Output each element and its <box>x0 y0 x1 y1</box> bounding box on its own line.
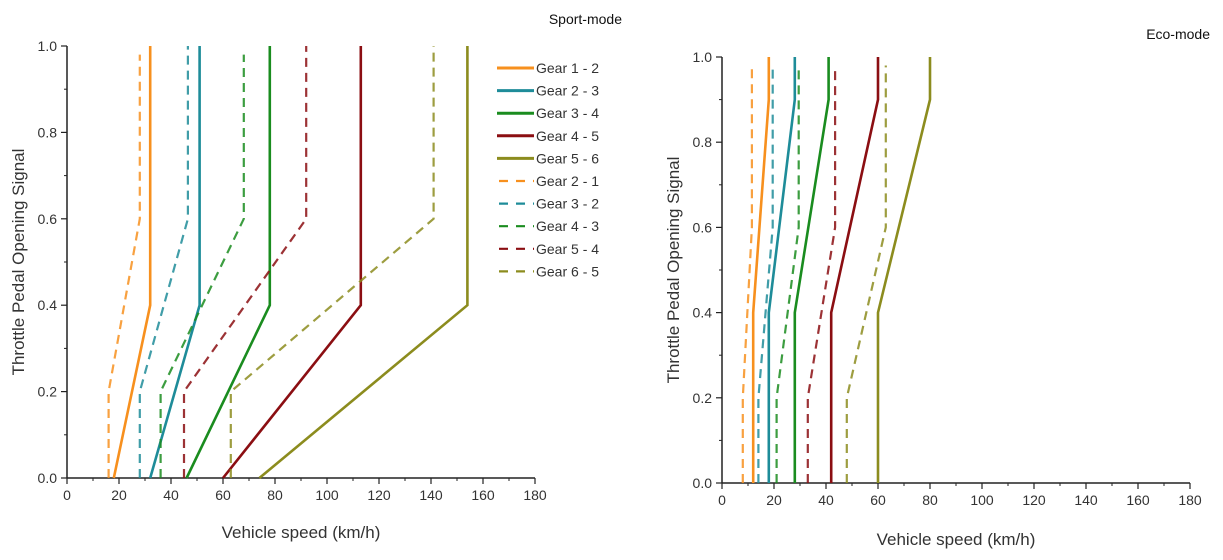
legend-label: Gear 6 - 5 <box>536 263 599 279</box>
chart-title: Eco-mode <box>1146 26 1210 42</box>
eco-mode-chart: Eco-mode 0 20 40 60 80 100 120 140 160 1800.00.20… <box>664 26 1210 549</box>
y-tick-label: 0.8 <box>38 124 58 140</box>
y-tick-label: 1.0 <box>38 38 58 54</box>
series-line-gear3-to-2 <box>757 65 774 483</box>
y-axis-label: Throttle Pedal Opening Signal <box>9 149 28 376</box>
series-line-gear3-to-2 <box>138 46 189 478</box>
x-tick-label: 140 <box>419 487 443 503</box>
x-tick-label: 0 <box>63 487 71 503</box>
sport-mode-chart: Sport-mode 0 20 40 60 80 100 120 140 160 180 0.0 0.… <box>9 11 622 542</box>
x-tick-label: 120 <box>1022 492 1046 508</box>
x-tick-label: 40 <box>163 487 179 503</box>
series-line-gear4-to-5 <box>221 46 363 479</box>
x-tick-label: 180 <box>1178 492 1202 508</box>
x-axis-label: Vehicle speed (km/h) <box>877 530 1036 549</box>
legend-label: Gear 4 - 5 <box>536 128 599 144</box>
x-tick-label: 80 <box>267 487 283 503</box>
x-tick-label: 180 <box>523 487 547 503</box>
y-tick-label: 0.6 <box>38 211 58 227</box>
legend-label: Gear 2 - 3 <box>536 83 599 99</box>
y-axis-label: Throttle Pedal Opening Signal <box>664 157 683 384</box>
y-tick-label: 0.2 <box>693 390 713 406</box>
x-tick-label: 20 <box>766 492 782 508</box>
legend: Gear 1 - 2 Gear 2 - 3 Gear 3 - 4 Gear 4 - 5… <box>497 60 599 279</box>
series-line-gear5-to-6 <box>258 46 469 479</box>
series-line-gear6-to-5 <box>229 46 435 478</box>
series-line-gear3-to-4 <box>793 57 830 483</box>
x-tick-label: 80 <box>922 492 938 508</box>
series-line-gear1-to-2 <box>751 57 771 483</box>
series-line-gear4-to-5 <box>829 57 880 483</box>
y-tick-label: 0.4 <box>38 297 58 313</box>
series-line-gear2-to-1 <box>741 65 754 483</box>
legend-label: Gear 5 - 4 <box>536 241 599 257</box>
series-line-gear1-to-2 <box>112 46 152 479</box>
x-tick-label: 20 <box>111 487 127 503</box>
series-line-gear5-to-6 <box>876 57 932 483</box>
x-tick-label: 0 <box>718 492 726 508</box>
x-tick-label: 40 <box>818 492 834 508</box>
x-tick-label: 60 <box>215 487 231 503</box>
y-tick-label: 0.6 <box>693 219 713 235</box>
series-line-gear2-to-3 <box>148 46 201 479</box>
chart-title: Sport-mode <box>549 11 622 27</box>
y-tick-label: 1.0 <box>693 49 713 65</box>
x-tick-label: 100 <box>970 492 994 508</box>
legend-label: Gear 2 - 1 <box>536 173 599 189</box>
series-line-gear4-to-3 <box>775 69 800 483</box>
y-tick-label: 0.0 <box>38 470 58 486</box>
series-line-gear5-to-4 <box>806 69 837 483</box>
x-tick-label: 100 <box>315 487 339 503</box>
legend-label: Gear 4 - 3 <box>536 218 599 234</box>
series-line-gear2-to-1 <box>107 54 141 478</box>
legend-label: Gear 3 - 2 <box>536 196 599 212</box>
legend-label: Gear 1 - 2 <box>536 60 599 76</box>
y-tick-label: 0.2 <box>38 384 58 400</box>
legend-label: Gear 5 - 6 <box>536 150 599 166</box>
plot-area: 0 20 40 60 80 100 120 140 160 180 0.0 0.2 0.4 0.6 0.8 1… <box>693 49 1202 508</box>
x-tick-label: 140 <box>1074 492 1098 508</box>
plot-area: 0 20 40 60 80 100 120 140 160 180 0.0 0.2 0.4 0.6 0.8 1… <box>38 38 547 503</box>
series-line-gear6-to-5 <box>845 65 887 483</box>
x-tick-label: 160 <box>1126 492 1150 508</box>
x-tick-label: 60 <box>870 492 886 508</box>
series-line-gear5-to-4 <box>182 46 308 478</box>
y-tick-label: 0.0 <box>693 475 713 491</box>
y-tick-label: 0.4 <box>693 305 713 321</box>
legend-label: Gear 3 - 4 <box>536 105 599 121</box>
series-line-gear3-to-4 <box>185 46 272 479</box>
series-line-gear4-to-3 <box>159 54 245 478</box>
x-tick-label: 160 <box>471 487 495 503</box>
x-axis-label: Vehicle speed (km/h) <box>222 523 381 542</box>
series-line-gear2-to-3 <box>767 57 797 483</box>
y-tick-label: 0.8 <box>693 134 713 150</box>
x-tick-label: 120 <box>367 487 391 503</box>
